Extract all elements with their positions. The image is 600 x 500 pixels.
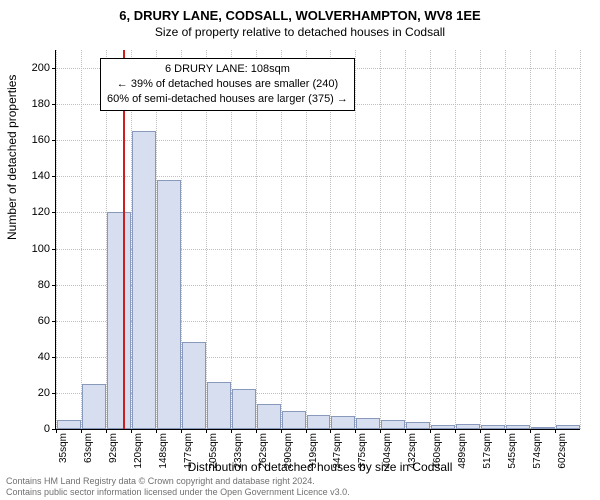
histogram-bar <box>556 425 580 429</box>
xtick-mark <box>256 429 257 433</box>
xtick-mark <box>281 429 282 433</box>
histogram-bar <box>381 420 405 429</box>
xtick-mark <box>181 429 182 433</box>
chart-subtitle: Size of property relative to detached ho… <box>0 23 600 39</box>
gridline-v <box>580 50 581 429</box>
annotation-line-3: 60% of semi-detached houses are larger (… <box>107 92 348 107</box>
xtick-mark <box>505 429 506 433</box>
gridline-v <box>355 50 356 429</box>
histogram-bar <box>431 425 455 429</box>
annotation-line-2: ← 39% of detached houses are smaller (24… <box>107 77 348 92</box>
histogram-bar <box>481 425 505 429</box>
histogram-bar <box>132 131 156 429</box>
histogram-bar <box>531 427 555 429</box>
gridline-v <box>530 50 531 429</box>
ytick-label: 80 <box>38 279 50 291</box>
gridline-v <box>555 50 556 429</box>
xtick-label: 63sqm <box>83 433 94 463</box>
footer-line-2: Contains public sector information licen… <box>6 487 350 498</box>
ytick-label: 100 <box>32 243 50 255</box>
ytick-label: 140 <box>32 170 50 182</box>
xtick-mark <box>106 429 107 433</box>
histogram-bar <box>82 384 106 429</box>
histogram-bar <box>456 424 480 429</box>
histogram-bar <box>307 415 331 429</box>
xtick-mark <box>206 429 207 433</box>
gridline-v <box>430 50 431 429</box>
ytick-label: 20 <box>38 387 50 399</box>
xtick-label: 35sqm <box>58 433 69 463</box>
y-axis-label: Number of detached properties <box>5 75 19 240</box>
xtick-mark <box>530 429 531 433</box>
xtick-mark <box>131 429 132 433</box>
histogram-bar <box>182 342 206 429</box>
annotation-line-1: 6 DRURY LANE: 108sqm <box>107 62 348 77</box>
footer-attribution: Contains HM Land Registry data © Crown c… <box>6 476 350 499</box>
gridline-v <box>81 50 82 429</box>
ytick-label: 40 <box>38 351 50 363</box>
ytick-label: 60 <box>38 315 50 327</box>
gridline-v <box>56 50 57 429</box>
ytick-label: 200 <box>32 62 50 74</box>
xtick-mark <box>56 429 57 433</box>
histogram-bar <box>207 382 231 429</box>
histogram-bar <box>506 425 530 429</box>
ytick-label: 120 <box>32 206 50 218</box>
ytick-label: 160 <box>32 134 50 146</box>
histogram-bar <box>282 411 306 429</box>
xtick-mark <box>81 429 82 433</box>
gridline-v <box>505 50 506 429</box>
histogram-bar <box>257 404 281 429</box>
histogram-bar <box>356 418 380 429</box>
histogram-bar <box>232 389 256 429</box>
histogram-bar <box>157 180 181 429</box>
x-axis-label: Distribution of detached houses by size … <box>20 460 600 474</box>
xtick-mark <box>555 429 556 433</box>
gridline-v <box>380 50 381 429</box>
xtick-mark <box>306 429 307 433</box>
annotation-box: 6 DRURY LANE: 108sqm ← 39% of detached h… <box>100 58 355 111</box>
gridline-v <box>405 50 406 429</box>
histogram-bar <box>331 416 355 429</box>
ytick-label: 180 <box>32 98 50 110</box>
xtick-mark <box>156 429 157 433</box>
ytick-label: 0 <box>44 423 50 435</box>
histogram-bar <box>406 422 430 429</box>
xtick-label: 92sqm <box>108 433 119 463</box>
chart-title: 6, DRURY LANE, CODSALL, WOLVERHAMPTON, W… <box>0 0 600 23</box>
footer-line-1: Contains HM Land Registry data © Crown c… <box>6 476 350 487</box>
histogram-bar <box>57 420 81 429</box>
xtick-mark <box>231 429 232 433</box>
gridline-v <box>455 50 456 429</box>
histogram-bar <box>107 212 131 429</box>
gridline-v <box>480 50 481 429</box>
